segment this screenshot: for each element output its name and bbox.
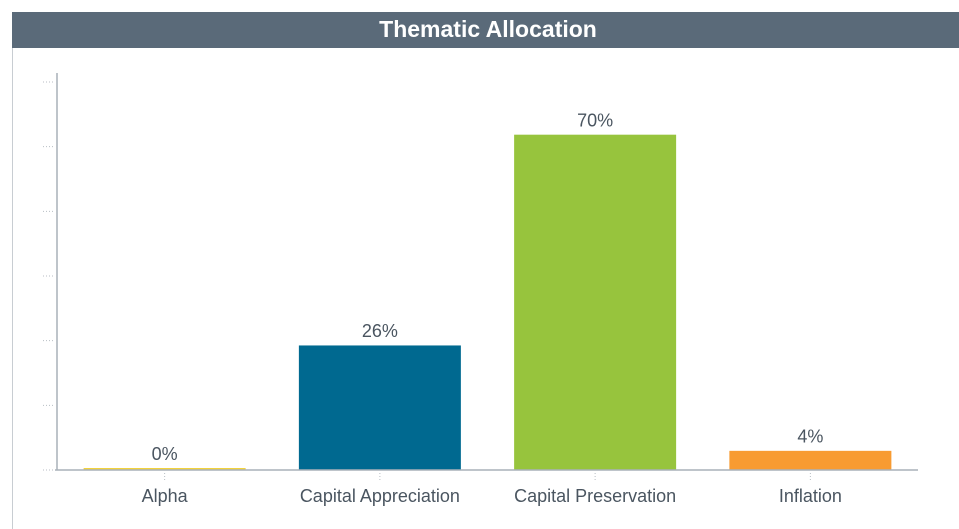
bar xyxy=(729,450,892,470)
value-label: 0% xyxy=(152,444,178,464)
bar xyxy=(298,345,461,470)
x-tick-label: Capital Appreciation xyxy=(300,486,460,506)
bar xyxy=(83,468,246,470)
bar xyxy=(514,134,677,471)
header-bar xyxy=(12,12,959,48)
value-label: 4% xyxy=(797,427,823,447)
x-tick-label: Inflation xyxy=(779,486,842,506)
x-tick-label: Alpha xyxy=(142,486,189,506)
x-tick-label: Capital Preservation xyxy=(514,486,676,506)
value-label: 70% xyxy=(577,110,613,130)
chart-title: Thematic Allocation xyxy=(379,16,597,42)
value-label: 26% xyxy=(362,321,398,341)
